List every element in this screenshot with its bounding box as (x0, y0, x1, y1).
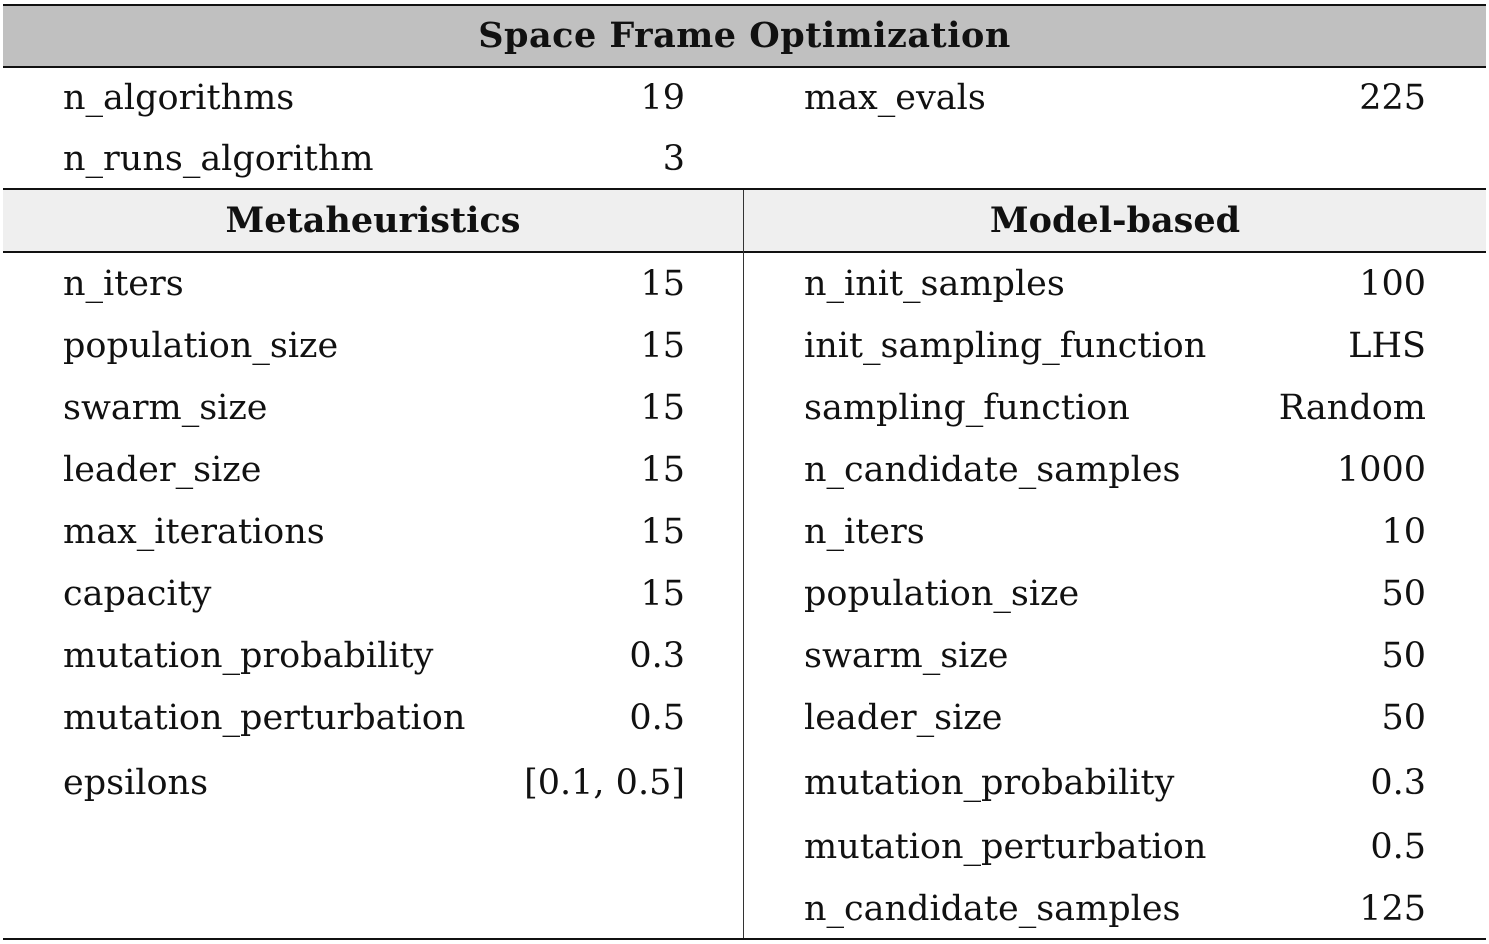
param-key: n_algorithms (63, 78, 295, 118)
param-value: 0.3 (629, 636, 685, 676)
param-value: 15 (640, 264, 685, 304)
param-key: population_size (63, 326, 339, 366)
param-row: swarm_size 15 (63, 378, 685, 438)
param-key: capacity (63, 574, 212, 614)
param-key: mutation_perturbation (804, 827, 1207, 867)
param-key: leader_size (63, 450, 262, 490)
param-value: 50 (1381, 636, 1426, 676)
param-value: LHS (1348, 326, 1426, 366)
param-key: n_init_samples (804, 264, 1065, 304)
param-value: 15 (640, 512, 685, 552)
param-row: n_candidate_samples 1000 (804, 440, 1426, 500)
param-value: 15 (640, 326, 685, 366)
param-value: 0.5 (629, 698, 685, 738)
header-rule (3, 251, 1486, 253)
param-row: n_candidate_samples 125 (804, 879, 1426, 939)
param-value: 1000 (1336, 450, 1426, 490)
param-value: 225 (1359, 78, 1426, 118)
param-key: sampling_function (804, 388, 1130, 428)
param-value: 0.3 (1370, 763, 1426, 803)
param-row: n_iters 15 (63, 254, 685, 314)
param-value: 15 (640, 574, 685, 614)
param-key: swarm_size (804, 636, 1009, 676)
top-rule (3, 4, 1486, 6)
param-key: mutation_probability (63, 636, 434, 676)
column-divider (743, 190, 744, 940)
param-key: swarm_size (63, 388, 268, 428)
param-row: max_iterations 15 (63, 502, 685, 562)
general-row: max_evals 225 (804, 68, 1426, 128)
metaheuristics-header: Metaheuristics (225, 200, 521, 241)
param-key: max_iterations (63, 512, 325, 552)
param-key: n_candidate_samples (804, 450, 1181, 490)
param-value: 3 (662, 139, 685, 179)
param-row: epsilons [0.1, 0.5] (63, 753, 685, 813)
param-row: mutation_perturbation 0.5 (804, 817, 1426, 877)
param-value: 50 (1381, 698, 1426, 738)
param-key: n_candidate_samples (804, 889, 1181, 929)
param-value: Random (1278, 388, 1426, 428)
param-key: max_evals (804, 78, 986, 118)
param-row: leader_size 50 (804, 688, 1426, 748)
param-row: swarm_size 50 (804, 626, 1426, 686)
param-key: epsilons (63, 763, 209, 803)
param-value: 100 (1359, 264, 1426, 304)
param-row: population_size 15 (63, 316, 685, 376)
column-header-band (3, 190, 1486, 251)
param-row: sampling_function Random (804, 378, 1426, 438)
param-value: 15 (640, 388, 685, 428)
param-value: 19 (640, 78, 685, 118)
param-row: capacity 15 (63, 564, 685, 624)
param-value: 125 (1359, 889, 1426, 929)
param-value: 10 (1381, 512, 1426, 552)
param-row: population_size 50 (804, 564, 1426, 624)
param-row: n_iters 10 (804, 502, 1426, 562)
param-value: 15 (640, 450, 685, 490)
param-key: n_iters (804, 512, 925, 552)
param-row: mutation_probability 0.3 (804, 753, 1426, 813)
param-value: [0.1, 0.5] (524, 763, 685, 803)
param-value: 0.5 (1370, 827, 1426, 867)
param-row: mutation_perturbation 0.5 (63, 688, 685, 748)
param-value: 50 (1381, 574, 1426, 614)
param-row: init_sampling_function LHS (804, 316, 1426, 376)
model-based-header: Model-based (989, 200, 1241, 241)
bottom-rule (3, 938, 1486, 940)
table-title: Space Frame Optimization (478, 15, 1011, 56)
param-row: n_init_samples 100 (804, 254, 1426, 314)
param-key: population_size (804, 574, 1080, 614)
param-key: mutation_perturbation (63, 698, 466, 738)
section-rule (3, 188, 1486, 190)
param-key: leader_size (804, 698, 1003, 738)
param-key: n_iters (63, 264, 184, 304)
param-row: leader_size 15 (63, 440, 685, 500)
title-rule (3, 66, 1486, 68)
title-band (3, 5, 1486, 66)
general-row: n_algorithms 19 (63, 68, 685, 128)
param-row: mutation_probability 0.3 (63, 626, 685, 686)
param-key: mutation_probability (804, 763, 1175, 803)
param-key: init_sampling_function (804, 326, 1207, 366)
general-row: n_runs_algorithm 3 (63, 129, 685, 189)
param-key: n_runs_algorithm (63, 139, 374, 179)
parameter-table: Space Frame Optimization n_algorithms 19… (3, 4, 1486, 940)
